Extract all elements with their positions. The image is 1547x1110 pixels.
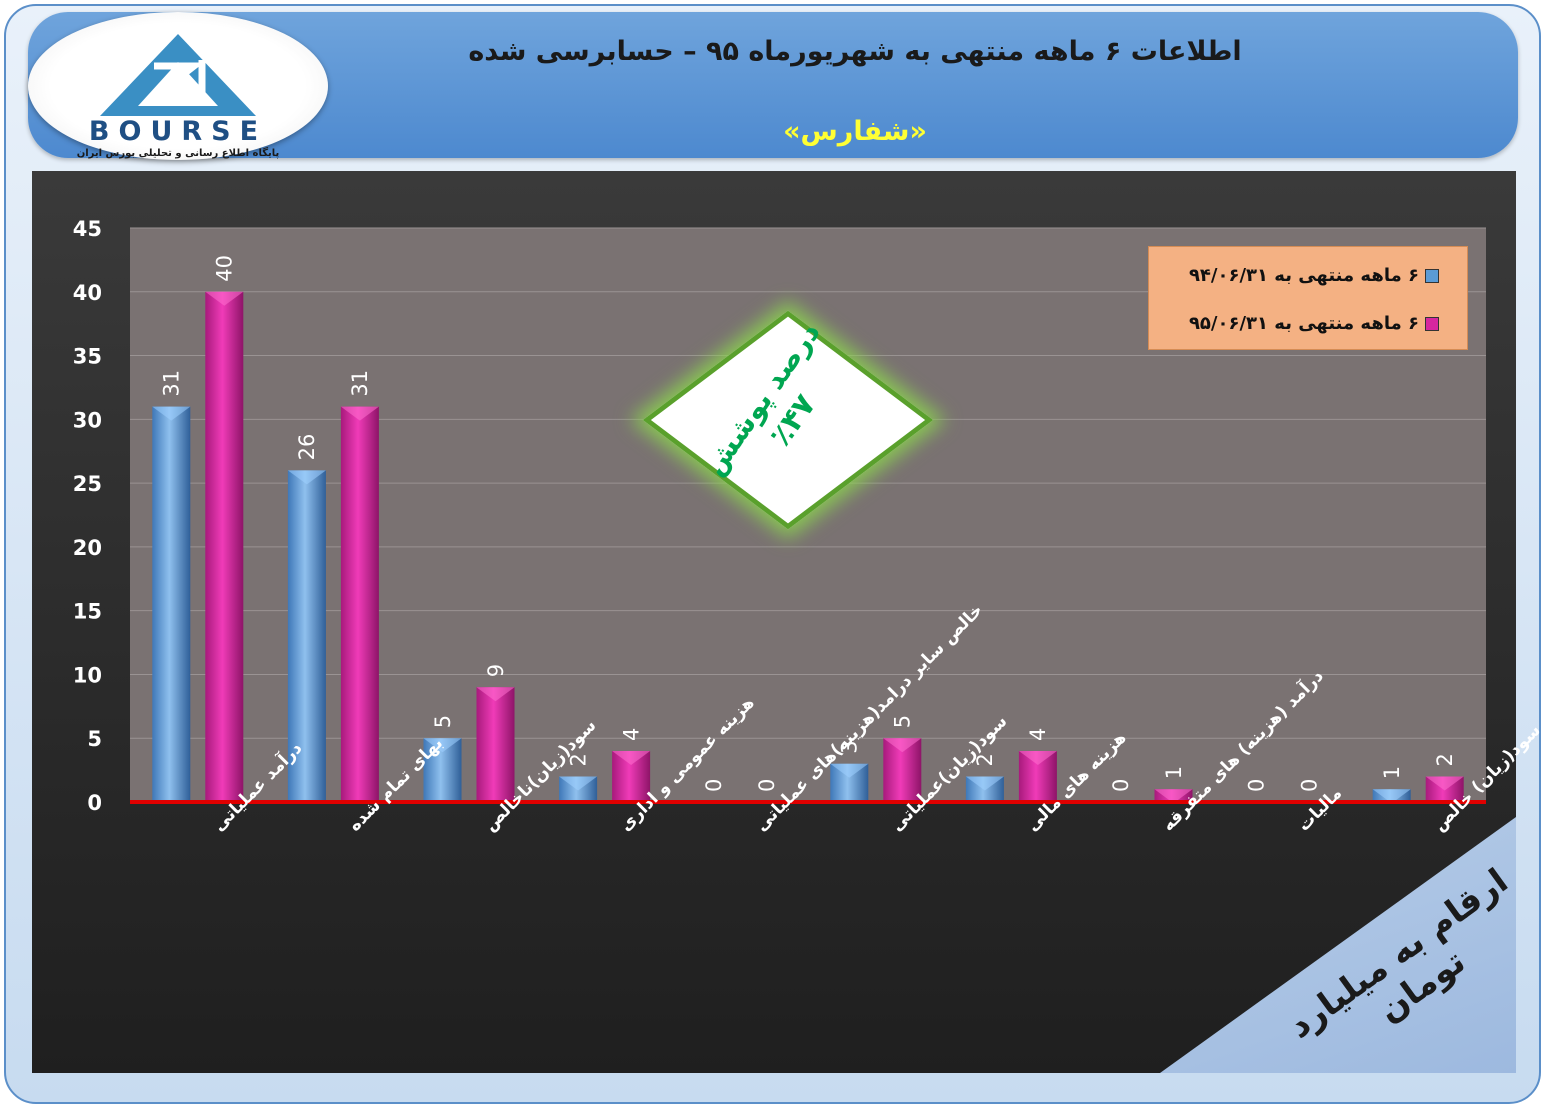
data-label: 2: [973, 753, 997, 766]
bar-bevel: [423, 738, 462, 753]
coverage-badge: درصد پوشش ٪۴۷: [642, 300, 934, 530]
logo-mark-icon: [100, 34, 256, 116]
bar-bevel: [1372, 789, 1411, 804]
data-label: 0: [755, 779, 779, 792]
data-label: 1: [1380, 766, 1404, 779]
legend: ۶ ماهه منتهی به ۹۴/۰۶/۳۱ ۶ ماهه منتهی به…: [1148, 246, 1468, 350]
legend-swatch-blue: [1425, 268, 1439, 283]
data-label: 2: [566, 753, 590, 766]
bar-bevel: [205, 291, 244, 306]
bar-bevel: [287, 470, 326, 485]
y-tick-label: 0: [87, 791, 102, 815]
legend-label-2: ۶ ماهه منتهی به ۹۵/۰۶/۳۱: [1188, 313, 1419, 334]
y-tick-label: 30: [73, 408, 102, 432]
y-tick-label: 10: [73, 663, 102, 687]
bar-bevel: [883, 738, 922, 753]
data-label: 4: [619, 728, 643, 741]
legend-swatch-magenta: [1425, 316, 1439, 331]
legend-label-1: ۶ ماهه منتهی به ۹۴/۰۶/۳۱: [1188, 265, 1419, 286]
y-tick-label: 25: [73, 472, 102, 496]
bar-series-2: [476, 687, 515, 802]
bar-bevel: [612, 750, 651, 765]
bar-bevel: [476, 687, 515, 702]
data-label: 31: [348, 370, 372, 397]
logo-tagline: پایگاه اطلاع رسانی و تحلیلی بورس ایران: [76, 148, 280, 159]
legend-item-2: ۶ ماهه منتهی به ۹۵/۰۶/۳۱: [1189, 313, 1439, 334]
data-label: 40: [213, 255, 237, 282]
bar-bevel: [340, 406, 379, 421]
bar-bevel: [965, 776, 1004, 791]
data-label: 0: [702, 779, 726, 792]
data-label: 31: [160, 370, 184, 397]
page-title: اطلاعات ۶ ماهه منتهی به شهریورماه ۹۵ – ح…: [468, 36, 1242, 67]
y-tick-label: 45: [73, 217, 102, 241]
bar-bevel: [559, 776, 598, 791]
bar-bevel: [1425, 776, 1464, 791]
y-tick-label: 20: [73, 536, 102, 560]
badge-text: درصد پوشش ٪۴۷: [625, 257, 931, 563]
bar-bevel: [1154, 789, 1193, 804]
logo-wordmark: BOURSE: [88, 116, 268, 147]
y-tick-label: 35: [73, 345, 102, 369]
y-tick-label: 15: [73, 600, 102, 624]
data-label: 0: [1109, 779, 1133, 792]
bar-bevel: [1018, 750, 1057, 765]
bar-series-2: [205, 291, 244, 802]
data-label: 0: [1297, 779, 1321, 792]
data-label: 9: [484, 664, 508, 677]
bar-bevel: [830, 763, 869, 778]
y-axis: 0 5 10 15 20 25 30 35 40 45: [73, 217, 102, 815]
data-label: 5: [891, 715, 915, 728]
bars: [152, 291, 1464, 804]
bourse-logo: BOURSE پایگاه اطلاع رسانی و تحلیلی بورس …: [28, 12, 328, 160]
data-label: 0: [1244, 779, 1268, 792]
data-label: 5: [431, 715, 455, 728]
bar-bevel: [152, 406, 191, 421]
y-tick-label: 5: [87, 727, 102, 751]
bar-series-1: [152, 406, 191, 802]
data-label: 3: [838, 740, 862, 753]
data-label: 2: [1433, 753, 1457, 766]
data-label: 4: [1026, 728, 1050, 741]
y-tick-label: 40: [73, 281, 102, 305]
bar-series-2: [340, 406, 379, 802]
company-name: «شفارس»: [783, 116, 927, 147]
bar-series-1: [287, 470, 326, 802]
legend-item-1: ۶ ماهه منتهی به ۹۴/۰۶/۳۱: [1189, 265, 1439, 286]
data-label: 1: [1162, 766, 1186, 779]
data-label: 26: [295, 434, 319, 461]
